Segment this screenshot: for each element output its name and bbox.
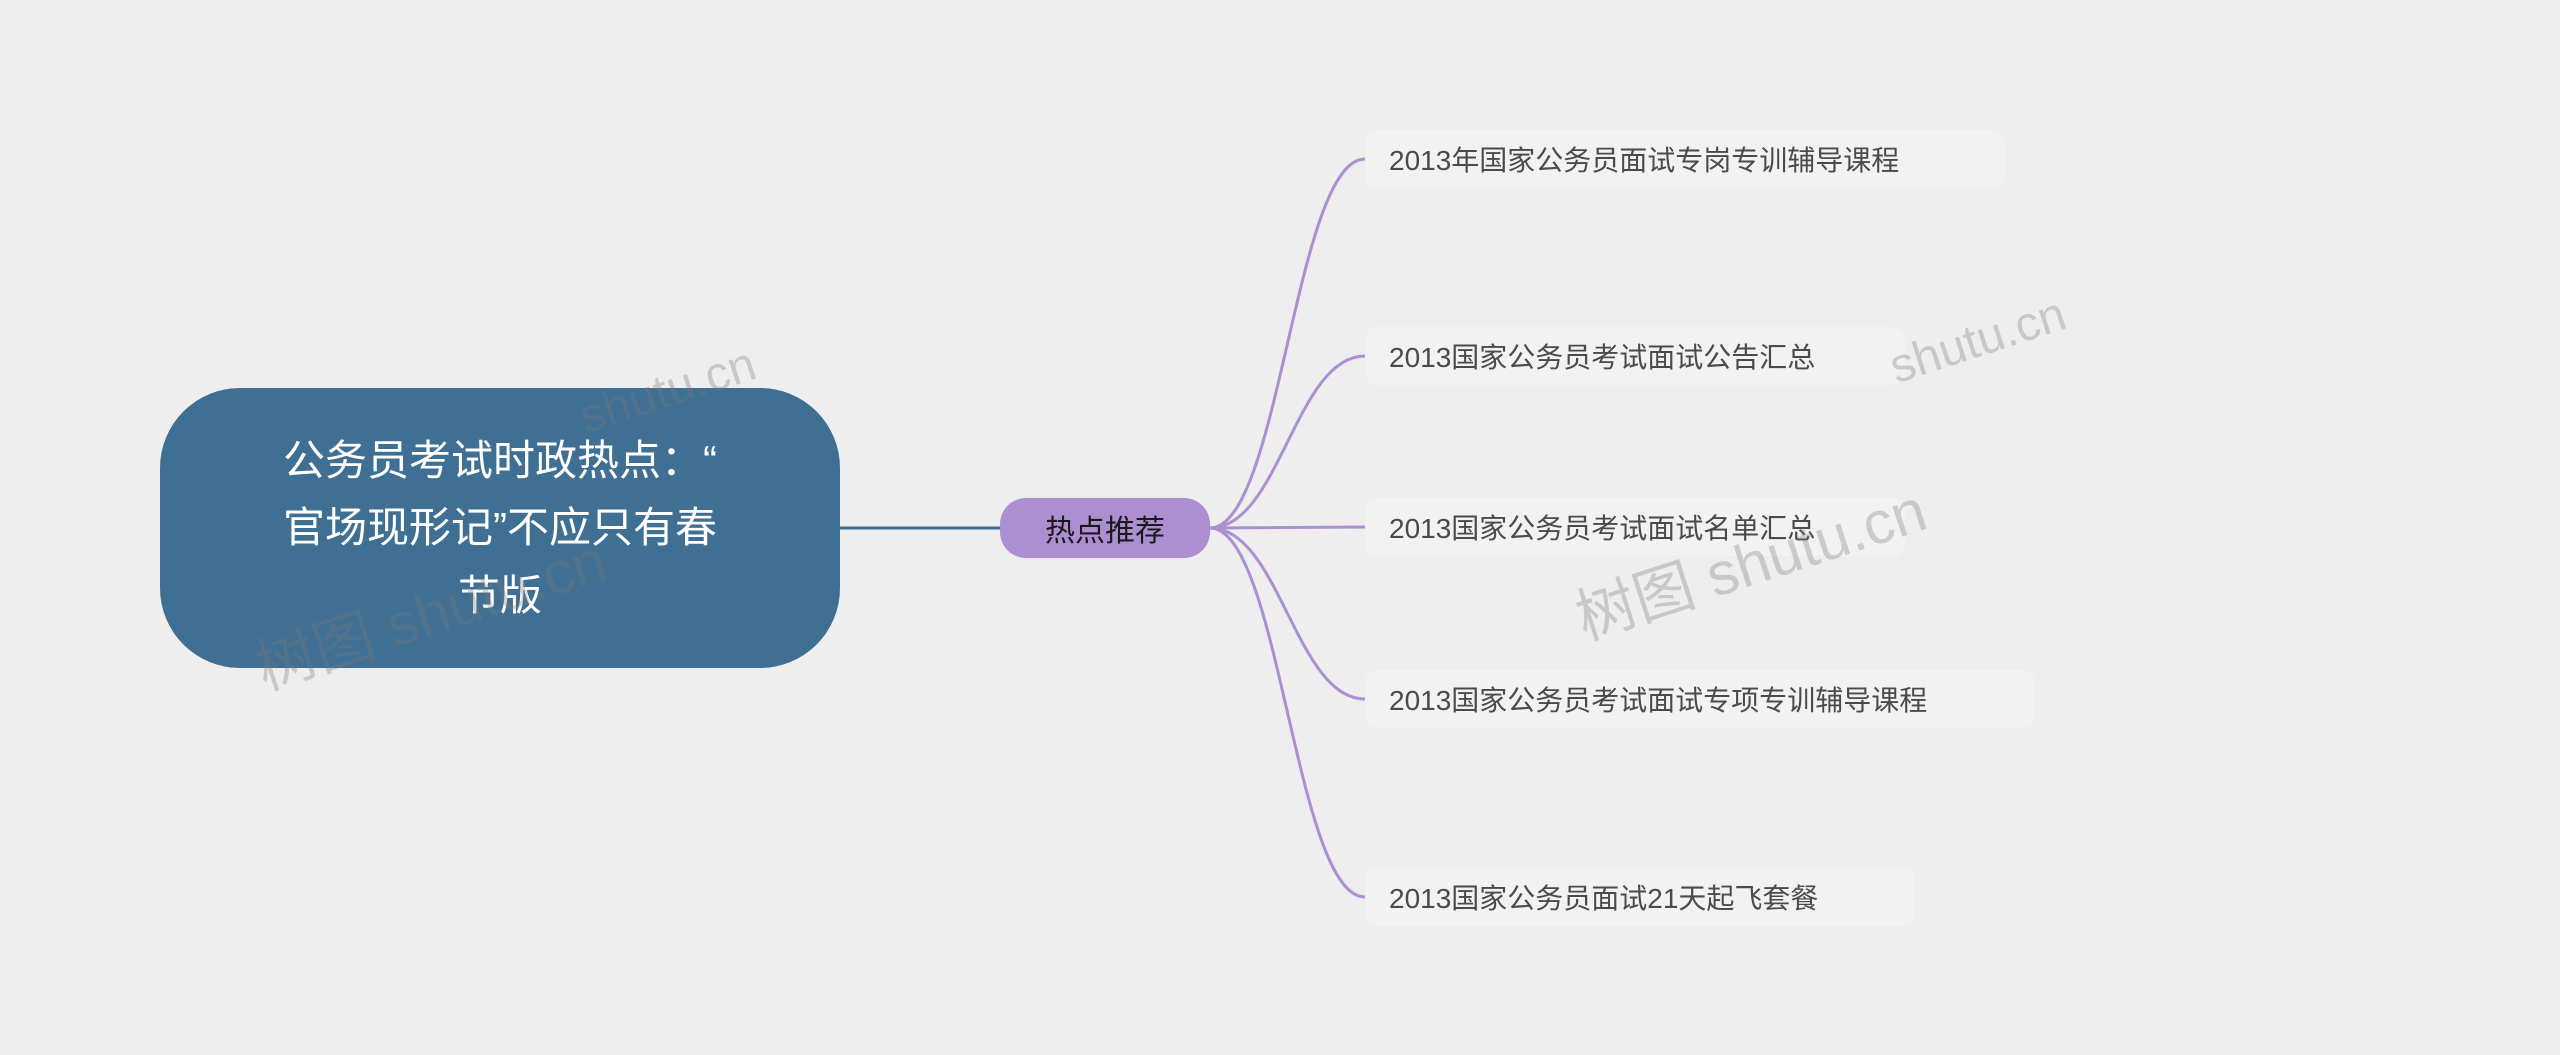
leaf-label: 2013国家公务员考试面试公告汇总: [1389, 336, 1815, 376]
root-node: 公务员考试时政热点：“ 官场现形记”不应只有春 节版: [160, 388, 840, 668]
leaf-node: 2013国家公务员考试面试名单汇总: [1365, 498, 1905, 556]
leaf-label: 2013国家公务员考试面试名单汇总: [1389, 507, 1815, 547]
leaf-node: 2013国家公务员考试面试专项专训辅导课程: [1365, 670, 2035, 728]
leaf-node: 2013年国家公务员面试专岗专训辅导课程: [1365, 130, 2005, 188]
leaf-label: 2013年国家公务员面试专岗专训辅导课程: [1389, 139, 1899, 179]
root-text-line2: 官场现形记”不应只有春: [283, 494, 717, 561]
mid-node: 热点推荐: [1000, 498, 1210, 558]
root-text-line3: 节版: [283, 562, 717, 629]
leaf-node: 2013国家公务员面试21天起飞套餐: [1365, 868, 1915, 926]
mid-node-label: 热点推荐: [1045, 506, 1165, 550]
leaf-label: 2013国家公务员面试21天起飞套餐: [1389, 877, 1818, 917]
watermark: 树图 shutu.cn: [1563, 462, 1936, 657]
leaf-label: 2013国家公务员考试面试专项专训辅导课程: [1389, 679, 1927, 719]
root-text-line1: 公务员考试时政热点：“: [283, 427, 717, 494]
watermark: shutu.cn: [1883, 287, 2073, 395]
leaf-node: 2013国家公务员考试面试公告汇总: [1365, 327, 1905, 385]
